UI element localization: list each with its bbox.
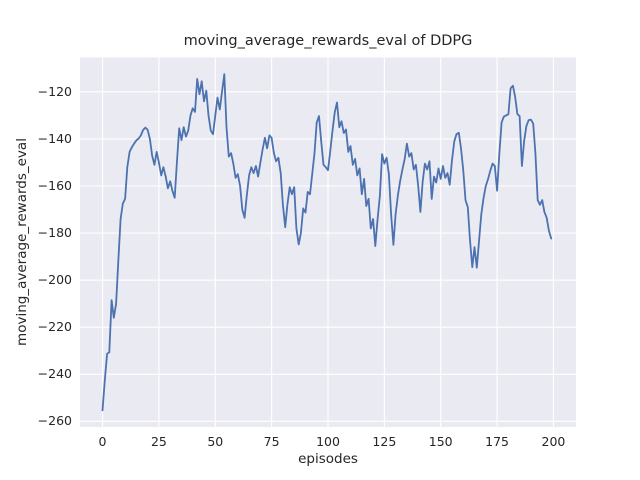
y-axis-label: moving_average_rewards_eval bbox=[14, 138, 30, 346]
x-tick-label: 100 bbox=[316, 434, 340, 449]
x-tick-label: 175 bbox=[485, 434, 509, 449]
x-tick-label: 200 bbox=[541, 434, 566, 449]
x-tick-label: 50 bbox=[207, 434, 224, 449]
y-tick-label: −180 bbox=[37, 225, 72, 241]
x-tick-label: 75 bbox=[263, 434, 280, 449]
y-tick-label: −260 bbox=[37, 413, 72, 429]
y-tick-label: −240 bbox=[37, 366, 72, 382]
y-tick-label: −140 bbox=[37, 130, 72, 146]
y-tick-label: −160 bbox=[37, 178, 72, 193]
y-tick-label: −200 bbox=[37, 272, 72, 288]
y-tick-label: −120 bbox=[37, 83, 72, 99]
y-tick-label: −220 bbox=[37, 319, 72, 335]
x-tick-label: 0 bbox=[98, 434, 107, 449]
reward-line bbox=[101, 73, 553, 412]
chart-title: moving_average_rewards_eval of DDPG bbox=[183, 33, 473, 49]
x-axis-label: episodes bbox=[298, 451, 358, 467]
x-tick-label: 125 bbox=[372, 434, 397, 449]
x-tick-label: 25 bbox=[150, 434, 167, 449]
x-tick-label: 150 bbox=[428, 434, 453, 449]
